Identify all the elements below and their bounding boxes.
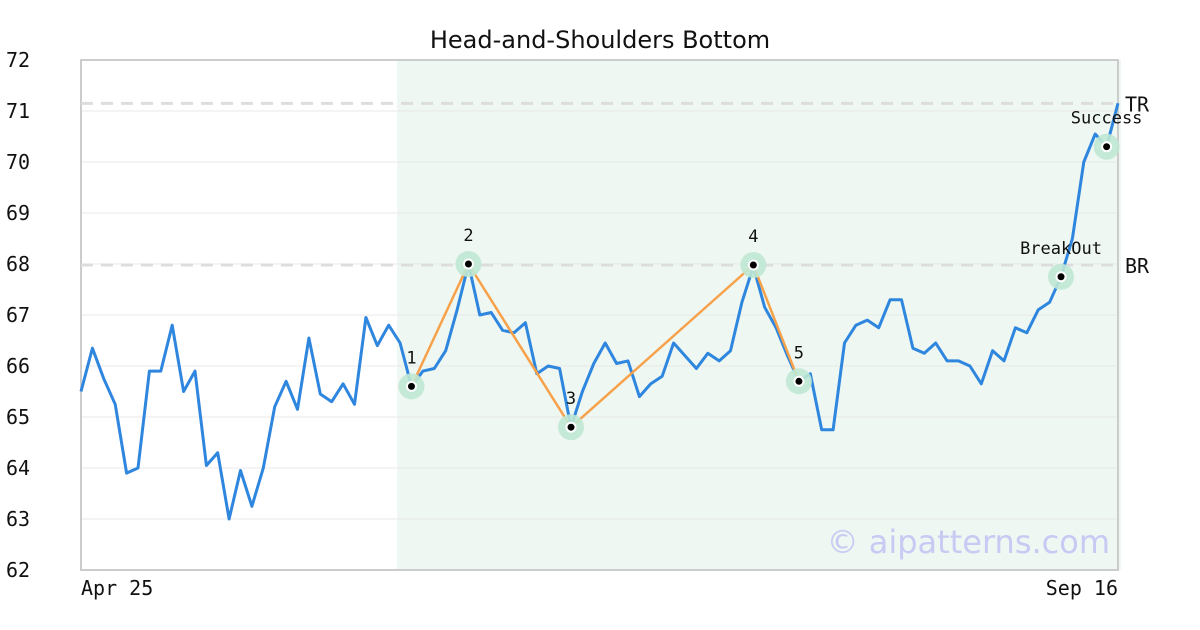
plot-frame xyxy=(80,59,1119,571)
y-tick-label: 66 xyxy=(6,354,30,378)
y-axis-ticks: 62 63 64 65 66 67 68 69 70 71 72 xyxy=(6,48,30,582)
y-tick-label: 69 xyxy=(6,201,30,225)
marker-label: 2 xyxy=(463,226,473,246)
marker-dot xyxy=(567,423,575,431)
reference-line-label: BR xyxy=(1125,254,1150,278)
y-tick-label: 62 xyxy=(6,558,30,582)
marker-label: 3 xyxy=(566,389,576,409)
marker-dot xyxy=(1103,143,1111,151)
y-tick-label: 67 xyxy=(6,303,30,327)
marker-dot xyxy=(407,382,415,390)
x-tick-start: Apr 25 xyxy=(81,576,153,600)
marker-label: 1 xyxy=(406,348,416,368)
watermark: © aipatterns.com xyxy=(827,523,1110,561)
y-tick-label: 64 xyxy=(6,456,30,480)
marker-label: Success xyxy=(1071,109,1143,129)
x-tick-end: Sep 16 xyxy=(1046,576,1118,600)
marker-label: BreakOut xyxy=(1020,239,1102,259)
pattern-markers: 1 2 3 4 5 BreakOut Success xyxy=(398,109,1142,441)
y-tick-label: 68 xyxy=(6,252,30,276)
chart-title: Head-and-Shoulders Bottom xyxy=(430,26,770,54)
reference-line-label: TR xyxy=(1125,92,1150,116)
marker-dot xyxy=(749,261,757,269)
y-tick-label: 72 xyxy=(6,48,30,72)
marker-dot xyxy=(1057,273,1065,281)
y-tick-label: 71 xyxy=(6,99,30,123)
marker-label: 5 xyxy=(794,343,804,363)
y-tick-label: 63 xyxy=(6,507,30,531)
marker-dot xyxy=(464,260,472,268)
reference-lines: TR BR xyxy=(81,92,1150,278)
marker-label: 4 xyxy=(748,227,758,247)
marker-dot xyxy=(795,377,803,385)
y-tick-label: 70 xyxy=(6,150,30,174)
price-line xyxy=(79,102,1120,521)
y-tick-label: 65 xyxy=(6,405,30,429)
